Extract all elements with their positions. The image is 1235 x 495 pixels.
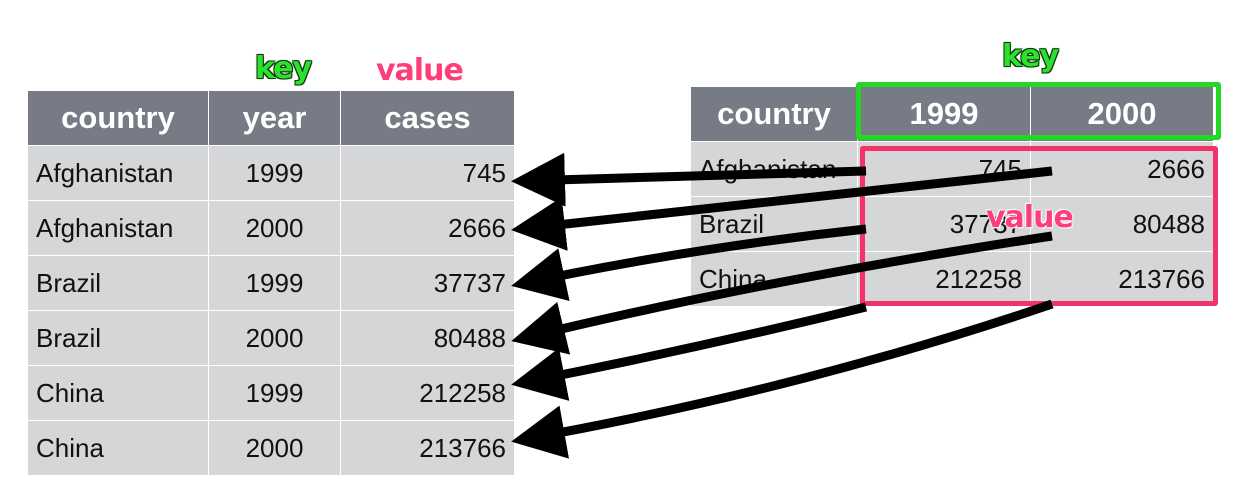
long-cell-country: Afghanistan: [28, 200, 209, 256]
left-key-label: key: [255, 51, 312, 86]
table-row: China 1999 212258: [28, 365, 514, 421]
long-table-header-row: country year cases: [28, 91, 514, 146]
table-row: Afghanistan 1999 745: [28, 145, 514, 201]
wide-cell-2000: 213766: [1030, 251, 1213, 307]
long-cell-cases: 2666: [340, 200, 514, 256]
long-cell-cases: 80488: [340, 310, 514, 366]
arrow-brazil-2000: [511, 231, 1053, 355]
long-header-year: year: [208, 91, 341, 146]
wide-cell-1999: 212258: [857, 251, 1031, 307]
arrow-afghanistan-2000: [511, 166, 1053, 251]
left-value-label: value: [376, 53, 464, 88]
long-header-country: country: [28, 91, 209, 146]
table-row: Afghanistan 2000 2666: [28, 200, 514, 256]
long-header-cases: cases: [340, 91, 514, 146]
table-row: Brazil 1999 37737: [28, 255, 514, 311]
long-cell-year: 2000: [208, 310, 341, 366]
long-cell-year: 2000: [208, 420, 341, 476]
long-cell-cases: 212258: [340, 365, 514, 421]
long-cell-cases: 37737: [340, 255, 514, 311]
long-cell-year: 1999: [208, 365, 341, 421]
long-cell-country: China: [28, 420, 209, 476]
long-cell-country: Afghanistan: [28, 145, 209, 201]
wide-header-1999: 1999: [857, 87, 1031, 142]
wide-cell-2000: 80488: [1030, 196, 1213, 252]
key-highlight-box: [856, 82, 1221, 140]
right-value-label: value: [986, 200, 1074, 235]
long-table: country year cases Afghanistan 1999 745 …: [28, 91, 514, 476]
long-cell-country: Brazil: [28, 310, 209, 366]
wide-header-country: country: [691, 87, 858, 142]
arrow-china-2000: [511, 299, 1054, 459]
long-cell-country: Brazil: [28, 255, 209, 311]
table-row: China 2000 213766: [28, 420, 514, 476]
arrow-china-1999: [511, 302, 868, 401]
long-cell-cases: 213766: [340, 420, 514, 476]
long-cell-cases: 745: [340, 145, 514, 201]
wide-cell-1999: 37737: [857, 196, 1031, 252]
right-key-label: key: [1002, 39, 1059, 74]
long-cell-year: 2000: [208, 200, 341, 256]
arrow-brazil-1999: [511, 224, 867, 302]
arrow-afghanistan-1999: [511, 152, 867, 207]
wide-table-header-row: country 1999 2000: [691, 87, 1213, 142]
long-cell-year: 1999: [208, 255, 341, 311]
wide-header-2000: 2000: [1030, 87, 1213, 142]
long-cell-country: China: [28, 365, 209, 421]
long-cell-year: 1999: [208, 145, 341, 201]
table-row: Brazil 2000 80488: [28, 310, 514, 366]
